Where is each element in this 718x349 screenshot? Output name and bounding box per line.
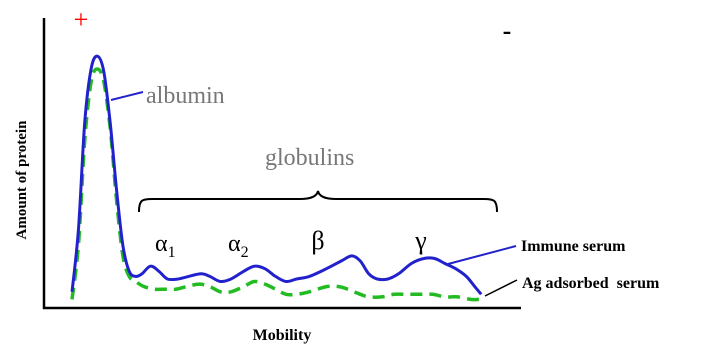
anode-plus-label: + [74, 5, 89, 34]
ag-adsorbed-serum-label: Ag adsorbed serum [522, 275, 660, 292]
alpha1-symbol: α [155, 231, 168, 257]
series-line-ag-adsorbed-serum [70, 67, 480, 302]
beta-label: β [311, 226, 324, 255]
ag-adsorbed-serum-pointer-line [484, 279, 518, 297]
alpha2-label: α2 [228, 231, 249, 261]
immune-serum-pointer-line [447, 245, 517, 265]
cathode-minus-label: - [503, 16, 512, 45]
y-axis-title: Amount of protein [14, 120, 30, 240]
alpha1-label: α1 [155, 231, 176, 261]
immune-serum-label: Immune serum [521, 238, 626, 255]
albumin-pointer-line [110, 91, 144, 101]
alpha1-subscript: 1 [168, 244, 176, 261]
series-line-immune-serum [70, 54, 483, 296]
alpha2-subscript: 2 [241, 244, 249, 261]
globulins-label: globulins [265, 145, 354, 171]
globulins-brace [138, 190, 498, 213]
alpha2-symbol: α [228, 231, 241, 257]
gamma-label: γ [414, 226, 427, 255]
albumin-label: albumin [146, 83, 225, 109]
x-axis-title: Mobility [253, 327, 312, 344]
